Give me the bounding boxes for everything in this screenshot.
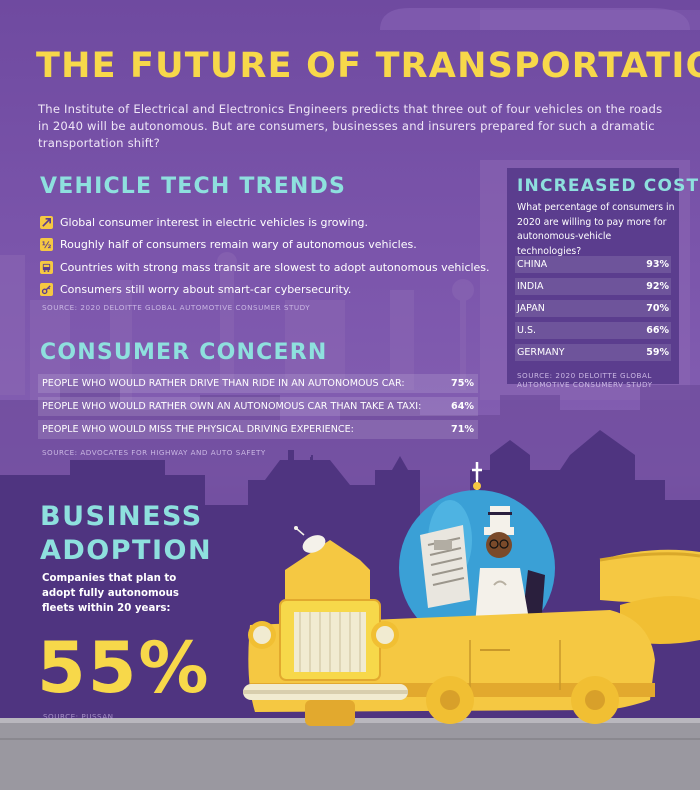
trend-text: Global consumer interest in electric veh…: [60, 215, 369, 229]
table-row: GERMANY 59%: [515, 344, 671, 361]
cost-value: 93%: [646, 259, 669, 270]
trend-up-icon: [40, 215, 53, 229]
table-row: JAPAN 70%: [515, 300, 671, 317]
list-item: ½ Roughly half of consumers remain wary …: [40, 234, 490, 257]
concern-value: 71%: [451, 424, 474, 435]
trends-source: SOURCE: 2020 DELOITTE GLOBAL AUTOMOTIVE …: [42, 303, 311, 312]
table-row: PEOPLE WHO WOULD RATHER OWN AN AUTONOMOU…: [38, 397, 478, 416]
business-source: SOURCE: PUSSAN: [43, 712, 114, 721]
list-item: Global consumer interest in electric veh…: [40, 211, 490, 234]
cost-panel: INCREASED COST What percentage of consum…: [507, 168, 698, 384]
trend-text: Consumers still worry about smart-car cy…: [60, 283, 352, 297]
cost-source-line2: AUTOMOTIVE CONSUMERV STUDY: [517, 380, 653, 389]
cost-country: JAPAN: [517, 303, 545, 314]
table-row: PEOPLE WHO WOULD MISS THE PHYSICAL DRIVI…: [38, 420, 478, 439]
cost-value: 92%: [646, 281, 669, 292]
half-icon: ½: [40, 238, 53, 252]
concern-label: PEOPLE WHO WOULD RATHER OWN AN AUTONOMOU…: [42, 401, 422, 412]
concern-table: PEOPLE WHO WOULD RATHER DRIVE THAN RIDE …: [38, 374, 478, 443]
cost-country: INDIA: [517, 281, 544, 292]
concern-label: PEOPLE WHO WOULD RATHER DRIVE THAN RIDE …: [42, 378, 405, 389]
cost-value: 59%: [646, 347, 669, 358]
intro-paragraph: The Institute of Electrical and Electron…: [38, 102, 663, 150]
cost-country: U.S.: [517, 325, 537, 336]
bus-icon: [40, 260, 53, 274]
list-item: Consumers still worry about smart-car cy…: [40, 279, 490, 302]
trend-text: Roughly half of consumers remain wary of…: [60, 238, 417, 252]
table-row: INDIA 92%: [515, 278, 671, 295]
cost-value: 66%: [646, 325, 669, 336]
page-title: THE FUTURE OF TRANSPORTATION: [36, 46, 700, 86]
trends-list: Global consumer interest in electric veh…: [40, 211, 490, 301]
cost-country: GERMANY: [517, 347, 565, 358]
cost-source-line1: SOURCE: 2020 DELOITTE GLOBAL: [517, 371, 652, 380]
list-item: Countries with strong mass transit are s…: [40, 256, 490, 279]
business-description: Companies that plan to adopt fully auton…: [42, 573, 179, 614]
cost-country: CHINA: [517, 259, 548, 270]
svg-text:½: ½: [42, 240, 52, 250]
business-value: 55%: [37, 627, 211, 709]
key-icon: [40, 283, 53, 297]
business-heading-line2: ADOPTION: [40, 535, 213, 566]
cost-table: CHINA 93% INDIA 92% JAPAN 70% U.S. 66% GERMA…: [515, 256, 671, 366]
cost-question: What percentage of consumers in 2020 are…: [517, 202, 675, 257]
concern-value: 64%: [451, 401, 474, 412]
trends-heading: VEHICLE TECH TRENDS: [40, 174, 347, 199]
cost-heading: INCREASED COST: [517, 176, 700, 196]
table-row: CHINA 93%: [515, 256, 671, 273]
concern-source: SOURCE: ADVOCATES FOR HIGHWAY AND AUTO S…: [42, 448, 266, 457]
concern-heading: CONSUMER CONCERN: [40, 340, 328, 365]
business-heading: BUSINESS ADOPTION: [40, 500, 212, 568]
concern-value: 75%: [451, 378, 474, 389]
table-row: U.S. 66%: [515, 322, 671, 339]
cost-value: 70%: [646, 303, 669, 314]
concern-label: PEOPLE WHO WOULD MISS THE PHYSICAL DRIVI…: [42, 424, 354, 435]
business-heading-line1: BUSINESS: [40, 501, 203, 532]
trend-text: Countries with strong mass transit are s…: [60, 260, 490, 274]
table-row: PEOPLE WHO WOULD RATHER DRIVE THAN RIDE …: [38, 374, 478, 393]
